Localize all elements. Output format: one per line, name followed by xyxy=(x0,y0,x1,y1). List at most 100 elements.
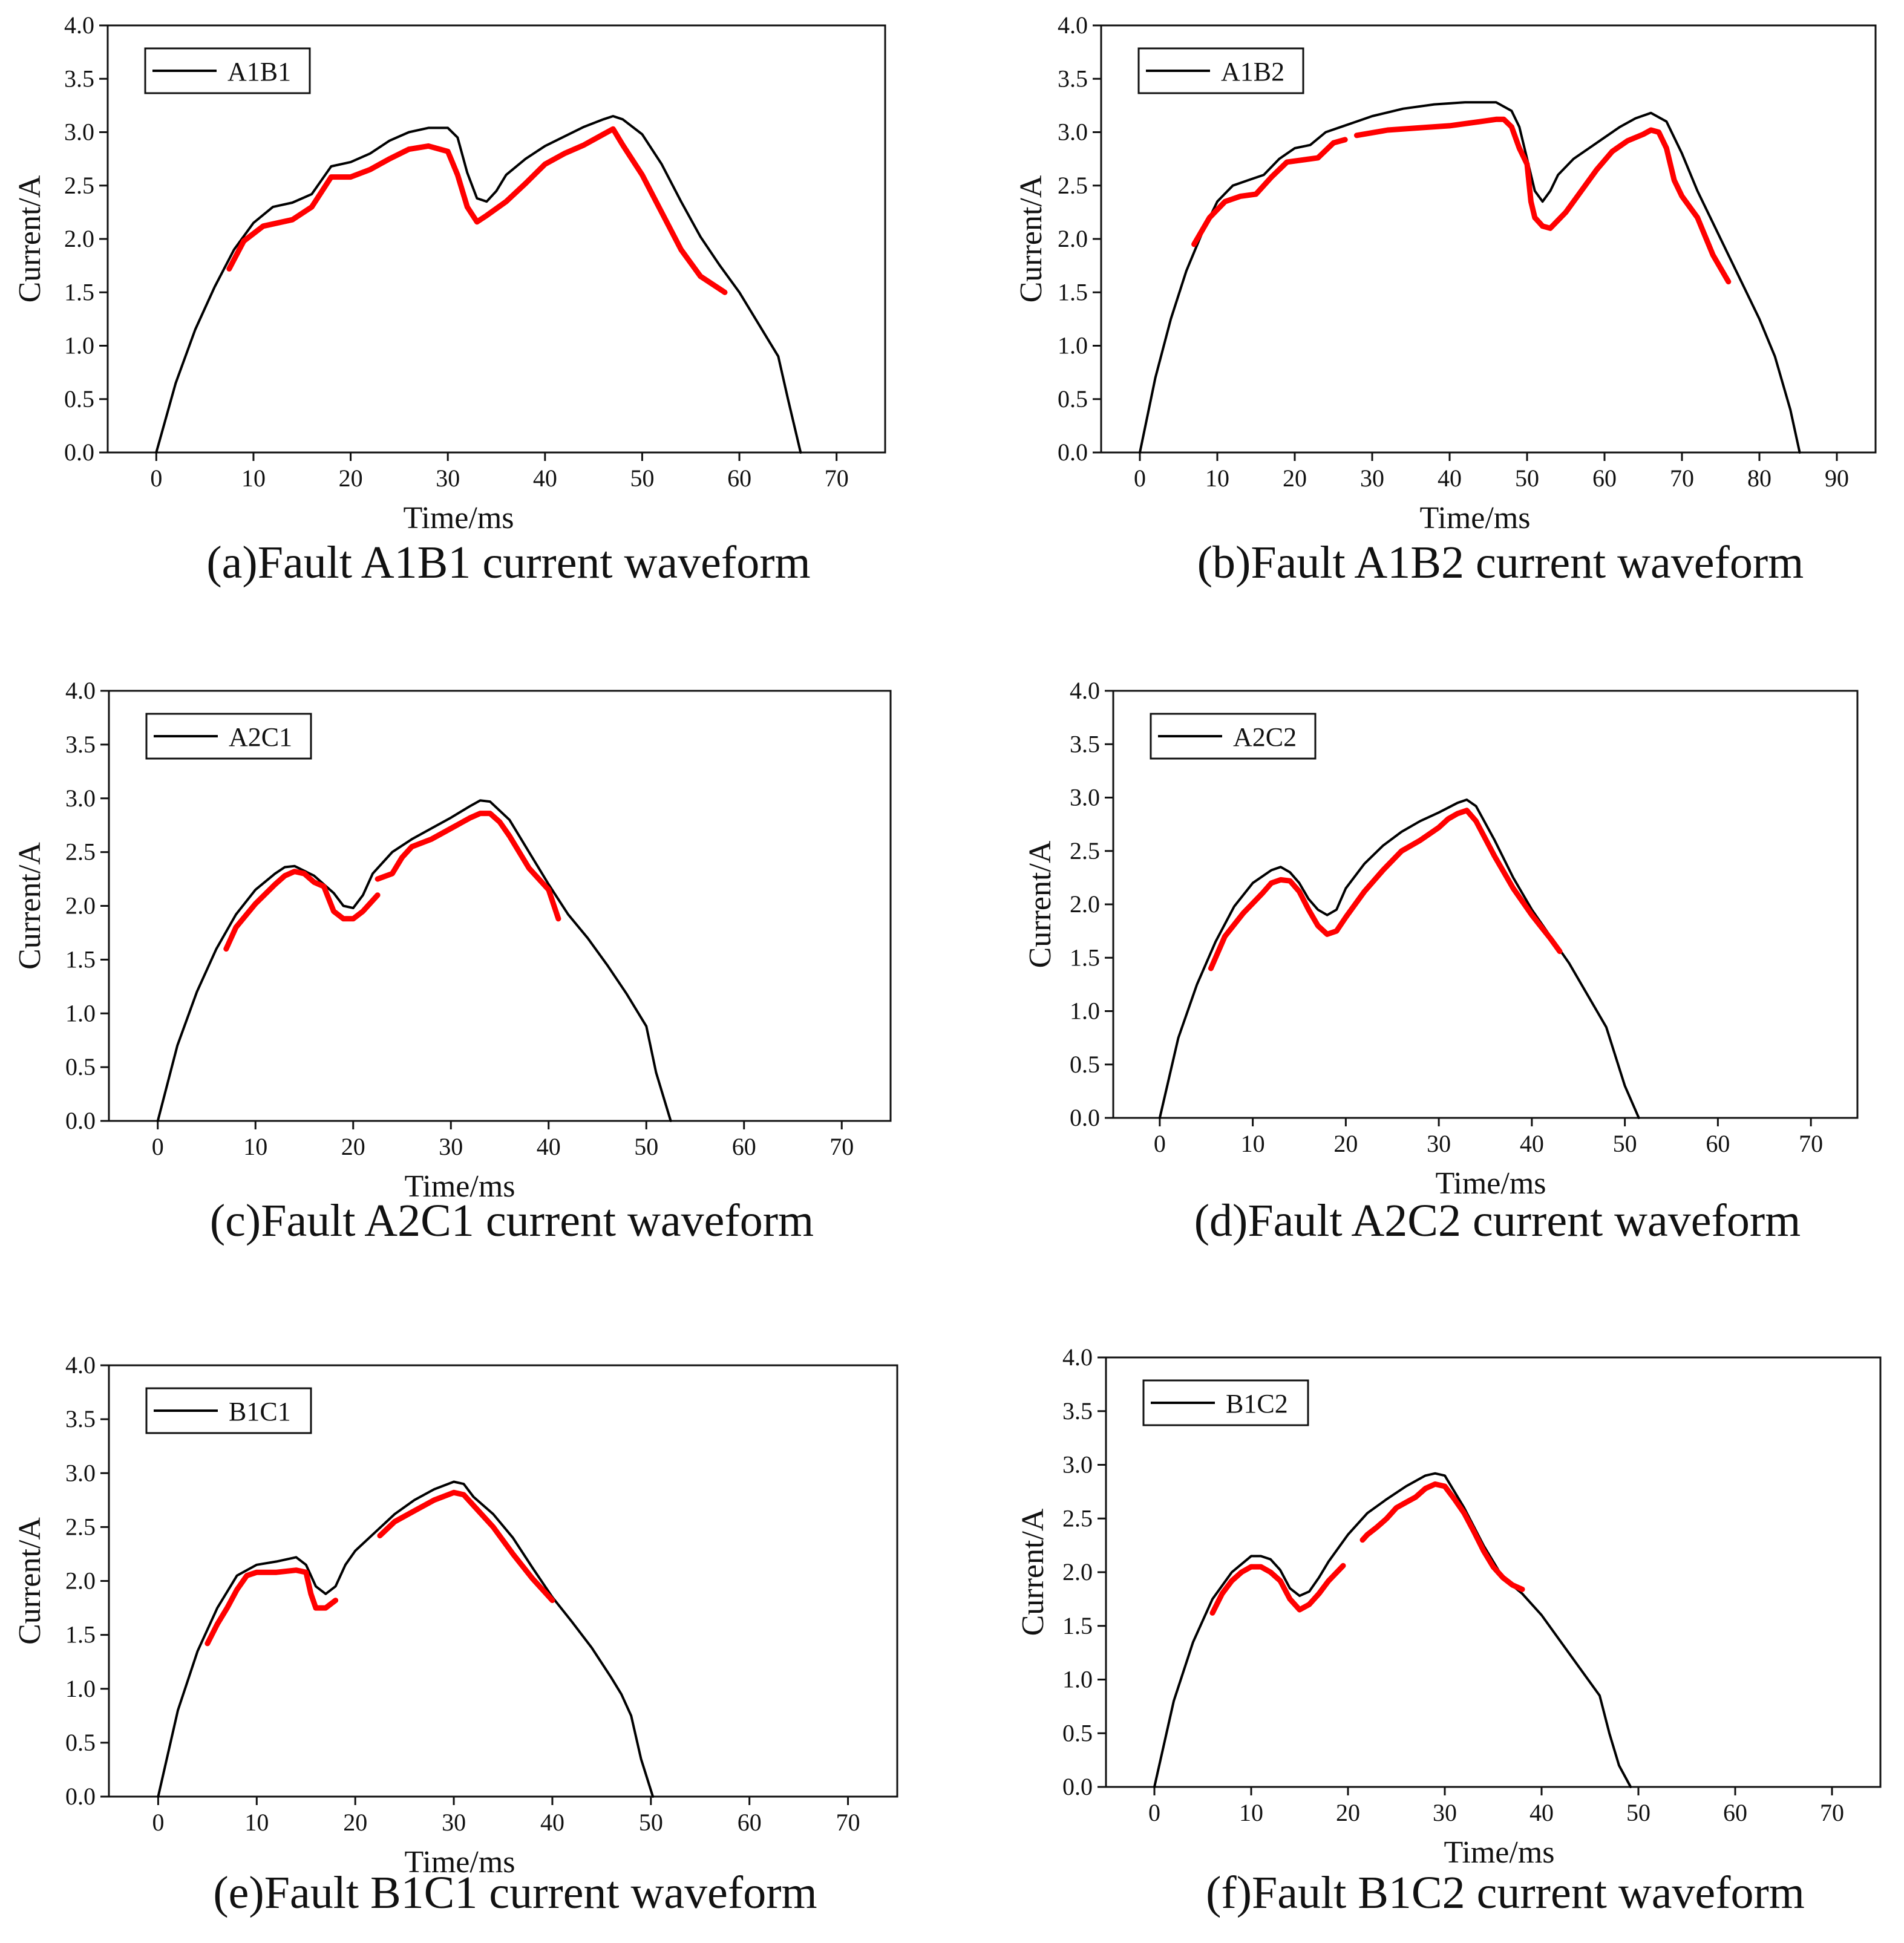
x-tick-label: 60 xyxy=(738,1809,762,1836)
x-tick-label: 70 xyxy=(1799,1130,1823,1157)
x-tick-label: 70 xyxy=(825,465,849,492)
y-tick-label: 2.0 xyxy=(1058,225,1088,252)
x-tick-label: 10 xyxy=(1205,465,1229,492)
series-line-A2C1 xyxy=(156,799,672,1122)
x-tick-label: 70 xyxy=(836,1809,860,1836)
y-tick-label: 1.0 xyxy=(1058,332,1088,359)
x-tick-label: 20 xyxy=(1283,465,1307,492)
x-tick-label: 20 xyxy=(1336,1799,1360,1826)
x-axis-title: Time/ms xyxy=(404,1845,515,1879)
y-tick-label: 2.5 xyxy=(1062,1504,1093,1532)
series-marked-segment-0 xyxy=(223,869,381,952)
legend-label: A2C1 xyxy=(229,722,292,752)
y-tick-label: 2.5 xyxy=(65,1513,96,1540)
y-tick-label: 3.0 xyxy=(1062,1451,1093,1478)
legend-label: B1C1 xyxy=(229,1397,291,1426)
chart-caption: (d)Fault A2C2 current waveform xyxy=(1194,1195,1801,1246)
y-tick-label: 1.0 xyxy=(65,999,96,1027)
x-tick-label: 50 xyxy=(1515,465,1539,492)
chart-panel-1: 0 10 20 30 40 50 60 70 80 90 0.0 0.5 1.0 1.5 2.0 2.5 3.0… xyxy=(1014,11,1877,588)
y-tick-label: 1.5 xyxy=(64,278,94,305)
x-tick-label: 20 xyxy=(343,1809,367,1836)
y-tick-label: 1.5 xyxy=(65,1621,96,1648)
x-tick-label: 30 xyxy=(439,1133,463,1160)
legend-label: A2C2 xyxy=(1233,722,1297,752)
y-tick-label: 1.5 xyxy=(65,945,96,973)
x-tick-label: 80 xyxy=(1747,465,1772,492)
legend-label: B1C2 xyxy=(1226,1389,1288,1419)
x-tick-label: 0 xyxy=(152,1133,164,1160)
y-tick-label: 0.5 xyxy=(65,1053,96,1080)
y-axis-title: Current/A xyxy=(13,842,47,970)
series-line-A2C2 xyxy=(1158,798,1640,1119)
y-tick-label: 3.0 xyxy=(65,785,96,812)
series-line-A1B2 xyxy=(1139,101,1801,454)
x-tick-label: 60 xyxy=(1723,1799,1747,1826)
x-tick-label: 30 xyxy=(1427,1130,1451,1157)
x-tick-label: 10 xyxy=(241,465,266,492)
y-tick-label: 3.5 xyxy=(1062,1397,1093,1425)
x-tick-label: 10 xyxy=(1239,1799,1263,1826)
series-marked-segment-0 xyxy=(1208,808,1563,972)
y-tick-label: 4.0 xyxy=(1070,677,1100,704)
x-tick-label: 40 xyxy=(540,1809,564,1836)
y-tick-label: 4.0 xyxy=(65,1351,96,1379)
chart-caption: (a)Fault A1B1 current waveform xyxy=(206,537,810,588)
x-tick-label: 0 xyxy=(150,465,162,492)
x-tick-label: 0 xyxy=(1134,465,1146,492)
series-marked-segment-0 xyxy=(1209,1563,1346,1616)
y-axis-title: Current/A xyxy=(1023,840,1058,968)
x-tick-label: 20 xyxy=(341,1133,365,1160)
x-tick-label: 60 xyxy=(1592,465,1617,492)
y-tick-label: 3.0 xyxy=(65,1459,96,1486)
x-axis-title: Time/ms xyxy=(1435,1166,1546,1201)
y-axis-title: Current/A xyxy=(13,175,47,302)
y-tick-label: 1.0 xyxy=(1062,1666,1093,1693)
y-tick-label: 3.5 xyxy=(65,1405,96,1432)
x-tick-label: 30 xyxy=(1360,465,1384,492)
series-marked-segment-1 xyxy=(375,811,561,922)
chart-caption: (c)Fault A2C1 current waveform xyxy=(210,1195,814,1246)
legend-box xyxy=(1150,713,1317,760)
x-tick-label: 70 xyxy=(829,1133,854,1160)
y-tick-label: 0.5 xyxy=(64,385,94,413)
x-tick-label: 40 xyxy=(1520,1130,1544,1157)
y-axis-title: Current/A xyxy=(13,1517,47,1645)
chart-caption: (f)Fault B1C2 current waveform xyxy=(1206,1867,1805,1918)
chart-panel-4: 0 10 20 30 40 50 60 70 0.0 0.5 1.0 1.5 2.0 2.5 3.0 3.5 4… xyxy=(13,1351,898,1918)
chart-panel-5: 0 10 20 30 40 50 60 70 0.0 0.5 1.0 1.5 2.0 2.5 3.0 3.5 4… xyxy=(1016,1344,1882,1918)
y-tick-label: 3.0 xyxy=(1058,119,1088,146)
x-tick-label: 0 xyxy=(152,1809,164,1836)
series-marked-segment-1 xyxy=(1359,1481,1525,1592)
y-tick-label: 1.5 xyxy=(1062,1612,1093,1639)
series-marked-segment-0 xyxy=(204,1567,339,1647)
y-tick-label: 2.5 xyxy=(1070,837,1100,864)
x-tick-label: 40 xyxy=(537,1133,561,1160)
x-axis-title: Time/ms xyxy=(1419,501,1530,535)
x-axis-title: Time/ms xyxy=(403,501,514,535)
y-tick-label: 4.0 xyxy=(65,677,96,704)
x-tick-label: 50 xyxy=(634,1133,658,1160)
y-tick-label: 0.5 xyxy=(1070,1051,1100,1078)
y-tick-label: 1.0 xyxy=(65,1675,96,1702)
y-tick-label: 0.0 xyxy=(1070,1104,1100,1131)
x-tick-label: 10 xyxy=(244,1809,269,1836)
legend-label: A1B1 xyxy=(227,57,291,87)
y-tick-label: 2.5 xyxy=(64,172,94,199)
y-tick-label: 2.0 xyxy=(1062,1558,1093,1585)
x-tick-label: 60 xyxy=(732,1133,756,1160)
chart-panel-3: 0 10 20 30 40 50 60 70 0.0 0.5 1.0 1.5 2.0 2.5 3.0 3.5 4… xyxy=(1023,677,1859,1246)
series-line-A1B1 xyxy=(155,115,802,454)
x-tick-label: 0 xyxy=(1148,1799,1160,1826)
series-line-B1C1 xyxy=(157,1480,655,1798)
y-tick-label: 4.0 xyxy=(64,11,94,39)
y-tick-label: 1.0 xyxy=(64,332,94,359)
y-tick-label: 0.5 xyxy=(1058,385,1088,413)
x-tick-label: 30 xyxy=(1433,1799,1457,1826)
y-tick-label: 0.0 xyxy=(1062,1773,1093,1800)
y-tick-label: 0.0 xyxy=(64,439,94,466)
y-tick-label: 3.0 xyxy=(1070,784,1100,811)
y-tick-label: 1.0 xyxy=(1070,998,1100,1025)
y-tick-label: 2.0 xyxy=(65,892,96,919)
